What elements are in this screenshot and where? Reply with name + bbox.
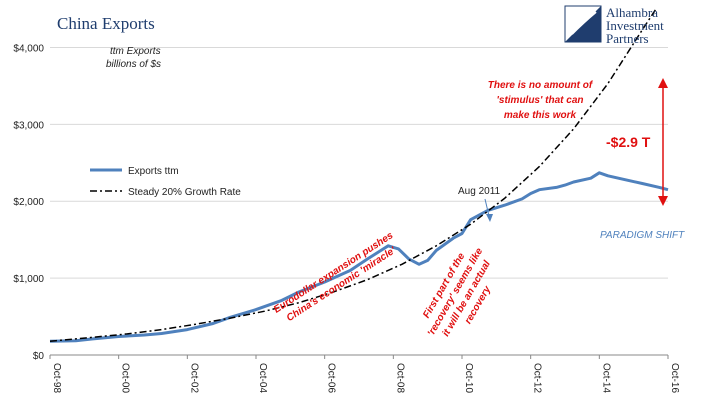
y-tick-label: $0 [33,351,45,362]
x-tick-label: Oct-02 [188,363,199,393]
units-line-1: ttm Exports [110,46,161,57]
x-tick-label: Oct-16 [669,363,680,393]
y-tick-label: $2,000 [13,197,44,208]
y-tick-label: $4,000 [13,43,44,54]
x-tick-label: Oct-12 [532,363,543,393]
y-axis-ticks: $0 $1,000 $2,000 $3,000 $4,000 [13,43,44,362]
logo-line-3: Partners [606,31,649,46]
aug-2011-label: Aug 2011 [458,186,501,197]
eurodollar-annotation: Eurodollar expansion pushes China's econ… [272,230,399,324]
stimulus-annotation: There is no amount of 'stimulus' that ca… [488,80,594,121]
logo-line-2: Investment [606,18,664,33]
stimulus-line-1: There is no amount of [488,80,594,91]
stimulus-line-3: make this work [504,110,577,121]
legend-exports-label: Exports ttm [128,166,179,177]
x-tick-label: Oct-04 [257,363,268,393]
x-tick-label: Oct-10 [463,363,474,393]
x-tick-label: Oct-06 [326,363,337,393]
stimulus-line-2: 'stimulus' that can [497,95,584,106]
exports-ttm-line [49,171,669,343]
alhambra-logo: Alhambra Investment Partners [564,5,664,46]
gap-arrow: -$2.9 T [606,78,668,206]
logo-line-1: Alhambra [606,5,658,20]
legend: Exports ttm Steady 20% Growth Rate [90,166,241,198]
chart-title: China Exports [57,14,155,33]
x-axis-ticks: Oct-98 Oct-00 Oct-02 Oct-04 Oct-06 Oct-08 Oct-… [49,355,680,393]
gap-label: -$2.9 T [606,134,651,150]
gridlines [50,46,668,279]
aug-2011-pointer [484,198,490,217]
units-line-2: billions of $s [106,59,161,70]
paradigm-shift-label: PARADIGM SHIFT [600,230,685,241]
x-tick-label: Oct-08 [394,363,405,393]
series-group [49,8,669,343]
x-tick-label: Oct-14 [600,363,611,393]
aug-2011-pointer-icon [486,214,493,222]
x-tick-label: Oct-98 [51,363,62,393]
eurodollar-line-2: China's economic 'miracle' [285,245,399,324]
legend-growth-label: Steady 20% Growth Rate [128,187,241,198]
recovery-annotation: First part of the 'recovery' seems like … [421,246,493,339]
logo-arc-icon [571,11,597,35]
y-tick-label: $1,000 [13,274,44,285]
eurodollar-line-1: Eurodollar expansion pushes [272,230,396,316]
gap-arrow-up-icon [658,78,668,88]
gap-arrow-down-icon [658,196,668,206]
y-tick-label: $3,000 [13,120,44,131]
aug-2011-callout: Aug 2011 [458,186,501,222]
x-tick-label: Oct-00 [120,363,131,393]
